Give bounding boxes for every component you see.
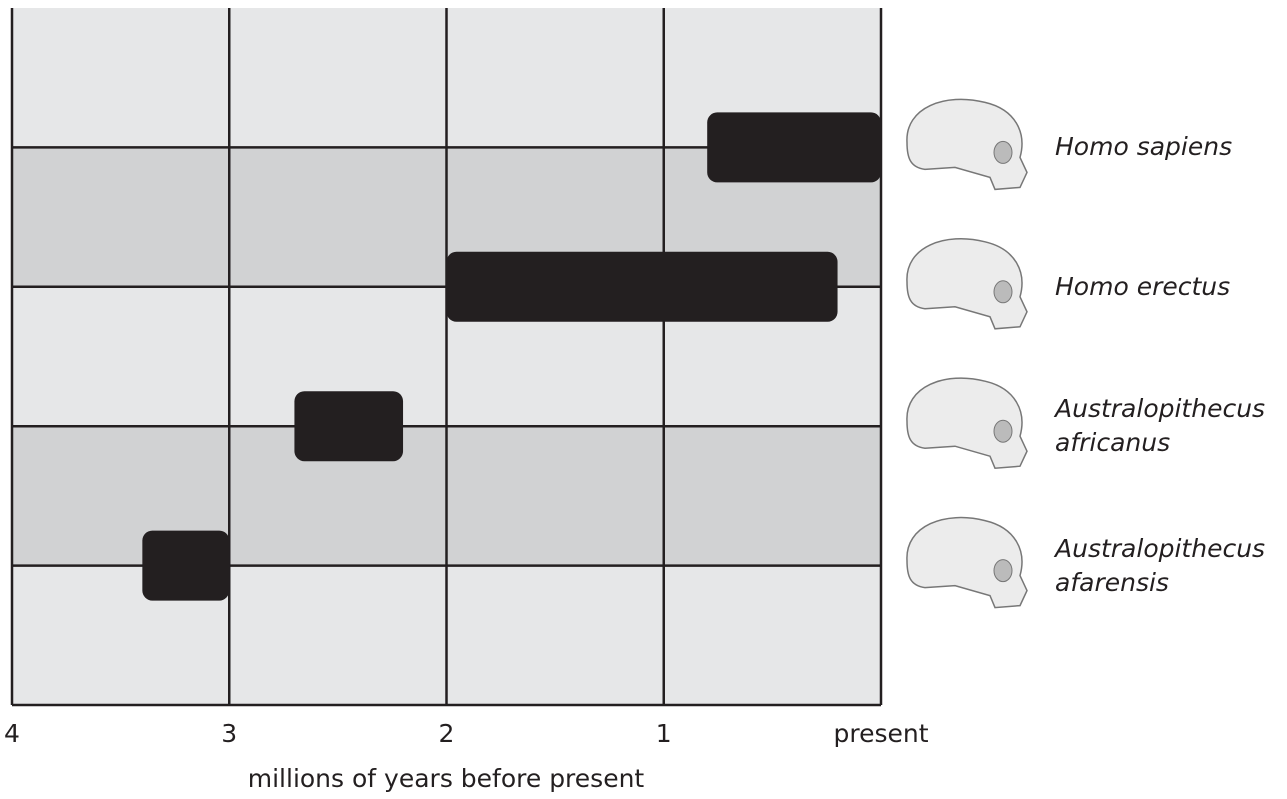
x-tick-label: present <box>833 719 928 748</box>
x-axis-label: millions of years before present <box>248 764 645 793</box>
skull-icon <box>907 518 1027 608</box>
range-bar <box>294 391 403 461</box>
species-label: Homo erectus <box>1055 270 1280 304</box>
range-bar <box>447 252 838 322</box>
range-bar <box>707 112 881 182</box>
species-label: Australopithecus africanus <box>1055 392 1280 460</box>
species-label: Australopithecus afarensis <box>1055 532 1280 600</box>
species-label: Homo sapiens <box>1055 130 1280 164</box>
skull-icon <box>907 239 1027 329</box>
x-tick-label: 2 <box>439 719 455 748</box>
skull-icon <box>907 99 1027 189</box>
range-bar <box>142 531 229 601</box>
x-tick-label: 3 <box>221 719 237 748</box>
x-tick-label: 1 <box>656 719 672 748</box>
page: {"chart_data": {"type": "range", "catego… <box>0 0 1287 795</box>
x-tick-label: 4 <box>4 719 20 748</box>
skull-icon <box>907 378 1027 468</box>
